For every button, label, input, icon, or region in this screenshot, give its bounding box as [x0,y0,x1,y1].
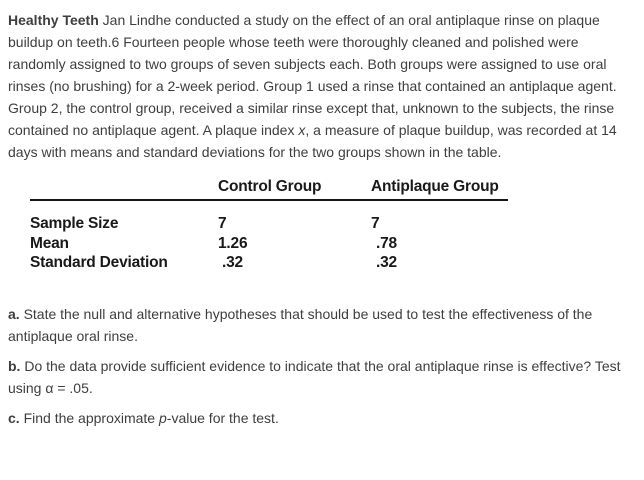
problem-intro-text: Jan Lindhe conducted a study on the effe… [8,12,617,138]
column-header-antiplaque-group: Antiplaque Group [371,178,508,201]
question-c-label: c. [8,409,20,426]
row-label-standard-deviation: Standard Deviation [30,254,168,271]
row-label-sample-size: Sample Size [30,215,119,232]
problem-intro-text-continued: , a measure of plaque buildup, was recor… [8,122,617,160]
column-header-control-group: Control Group [218,178,371,201]
question-b-label: b. [8,357,21,374]
cell-sd-control: .32 [222,254,243,271]
cell-sample-size-antiplaque: 7 [371,215,380,232]
summary-statistics-table: Control Group Antiplaque Group Sample Si… [30,178,508,273]
question-a-label: a. [8,305,20,322]
question-c-text: Find the approximate [19,409,159,426]
question-c: c. Find the approximate p-value for the … [8,407,630,429]
table-row-sample-size: Sample Size 7 7 [30,200,508,234]
row-label-mean: Mean [30,234,69,252]
table-row-mean: Mean 1.26 .78 [30,234,508,254]
question-c-text-continued: -value for the test. [166,409,279,426]
p-value-variable: p [158,409,167,426]
question-a-text: State the null and alternative hypothese… [8,305,593,344]
corner-header-cell [30,178,218,201]
plaque-index-variable: x [298,122,306,138]
question-b-text: Do the data provide sufficient evidence … [8,357,621,396]
problem-title: Healthy Teeth [8,12,99,28]
cell-sample-size-control: 7 [218,215,227,232]
cell-mean-antiplaque: .78 [376,234,397,252]
question-b: b. Do the data provide sufficient eviden… [8,355,630,399]
table-header-row: Control Group Antiplaque Group [30,178,508,201]
cell-sd-antiplaque: .32 [376,254,397,271]
question-a: a. State the null and alternative hypoth… [8,303,630,347]
problem-statement: Healthy Teeth Jan Lindhe conducted a stu… [8,9,630,163]
table-row-standard-deviation: Standard Deviation .32 .32 [30,253,508,273]
cell-mean-control: 1.26 [218,234,248,252]
